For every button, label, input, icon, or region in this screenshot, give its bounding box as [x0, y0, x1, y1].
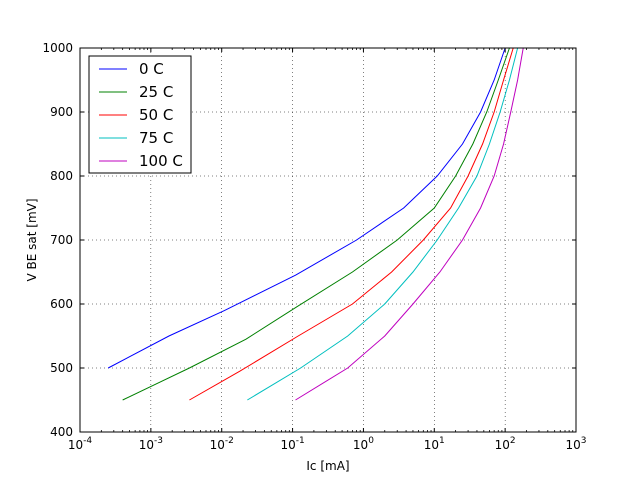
legend: 0 C 25 C 50 C 75 C 100 C [88, 55, 192, 174]
legend-label: 25 C [139, 83, 173, 101]
x-tick-label: 10-1 [280, 436, 304, 452]
series-line-75-c [247, 47, 519, 401]
y-tick-label: 700 [50, 233, 73, 247]
y-tick-label: 400 [50, 425, 73, 439]
y-tick-label: 1000 [42, 41, 73, 55]
x-axis-label: Ic [mA] [306, 459, 349, 473]
legend-label: 50 C [139, 106, 173, 124]
legend-label: 75 C [139, 129, 173, 147]
x-tick-label: 10-4 [68, 436, 93, 452]
grid [80, 48, 576, 432]
legend-box [88, 55, 192, 174]
series-line-50-c [189, 47, 514, 401]
x-tick-label: 100 [353, 436, 374, 452]
series-line-0-c [107, 47, 506, 369]
x-tick-label: 102 [495, 436, 516, 452]
y-tick-label: 600 [50, 297, 73, 311]
series-line-25-c [122, 47, 510, 401]
x-tick-label: 10-2 [210, 436, 234, 452]
y-tick-label: 900 [50, 105, 73, 119]
legend-label: 0 C [139, 60, 164, 78]
series-lines [107, 47, 524, 401]
x-tick-label: 101 [424, 436, 445, 452]
x-tick-label: 103 [565, 436, 586, 452]
ticks: 10-4 10-3 10-2 10-1 100 101 102 103 400 500 600 700… [42, 41, 586, 452]
x-tick-label: 10-3 [139, 436, 163, 452]
y-axis-label: V BE sat [mV] [25, 198, 39, 281]
y-tick-label: 800 [50, 169, 73, 183]
y-tick-label: 500 [50, 361, 73, 375]
legend-label: 100 C [139, 152, 183, 170]
series-line-100-c [295, 47, 524, 401]
